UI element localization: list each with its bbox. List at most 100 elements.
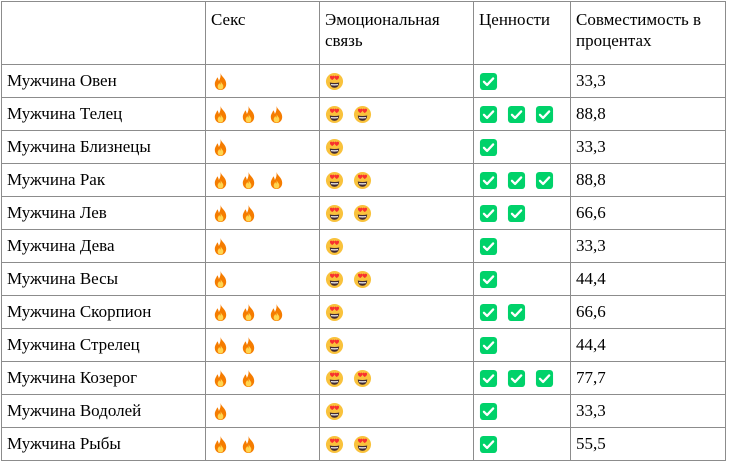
fire-icon: [211, 435, 230, 454]
fire-icon: [211, 369, 230, 388]
cell-percent: 88,8: [570, 97, 726, 131]
cell-sign-name: Мужчина Дева: [1, 229, 206, 263]
cell-sex: [205, 361, 320, 395]
table-row: Мужчина Скорпион 66,6: [1, 295, 726, 329]
heart-eyes-icon: [325, 204, 344, 223]
fire-icon: [239, 204, 258, 223]
table-row: Мужчина Дева 33,3: [1, 229, 726, 263]
cell-emo: [319, 328, 474, 362]
fire-icon: [267, 303, 286, 322]
cell-sign-name: Мужчина Рыбы: [1, 427, 206, 461]
heart-eyes-icon: [353, 105, 372, 124]
cell-val: [473, 427, 571, 461]
cell-percent: 44,4: [570, 262, 726, 296]
cell-emo: [319, 196, 474, 230]
cell-val: [473, 295, 571, 329]
cell-sign-name: Мужчина Козерог: [1, 361, 206, 395]
cell-emo: [319, 64, 474, 98]
cell-emo: [319, 394, 474, 428]
fire-icon: [239, 369, 258, 388]
heart-eyes-icon: [325, 105, 344, 124]
cell-percent: 33,3: [570, 229, 726, 263]
fire-icon: [239, 336, 258, 355]
cell-emo: [319, 130, 474, 164]
cell-emo: [319, 427, 474, 461]
cell-val: [473, 328, 571, 362]
check-mark-icon: [507, 105, 526, 124]
heart-eyes-icon: [325, 336, 344, 355]
check-mark-icon: [507, 303, 526, 322]
check-mark-icon: [479, 435, 498, 454]
table-row: Мужчина Овен 33,3: [1, 64, 726, 98]
check-mark-icon: [507, 369, 526, 388]
cell-emo: [319, 262, 474, 296]
heart-eyes-icon: [353, 171, 372, 190]
cell-sign-name: Мужчина Стрелец: [1, 328, 206, 362]
check-mark-icon: [479, 237, 498, 256]
cell-percent: 88,8: [570, 163, 726, 197]
cell-sign-name: Мужчина Лев: [1, 196, 206, 230]
table-row: Мужчина Весы 44,4: [1, 262, 726, 296]
cell-percent: 66,6: [570, 295, 726, 329]
heart-eyes-icon: [353, 369, 372, 388]
heart-eyes-icon: [325, 303, 344, 322]
cell-val: [473, 361, 571, 395]
check-mark-icon: [535, 369, 554, 388]
fire-icon: [211, 138, 230, 157]
fire-icon: [211, 402, 230, 421]
cell-sign-name: Мужчина Весы: [1, 262, 206, 296]
heart-eyes-icon: [325, 237, 344, 256]
cell-percent: 77,7: [570, 361, 726, 395]
check-mark-icon: [479, 402, 498, 421]
fire-icon: [239, 105, 258, 124]
cell-percent: 33,3: [570, 64, 726, 98]
cell-percent: 66,6: [570, 196, 726, 230]
cell-percent: 44,4: [570, 328, 726, 362]
check-mark-icon: [479, 204, 498, 223]
table-row: Мужчина Козерог 77,7: [1, 361, 726, 395]
header-row: Секс Эмоциональная связь Ценности Совмес…: [1, 1, 726, 65]
cell-sex: [205, 163, 320, 197]
table-row: Мужчина Водолей 33,3: [1, 394, 726, 428]
cell-sex: [205, 97, 320, 131]
cell-percent: 55,5: [570, 427, 726, 461]
cell-emo: [319, 163, 474, 197]
check-mark-icon: [479, 336, 498, 355]
fire-icon: [211, 303, 230, 322]
header-emotional: Эмоциональная связь: [319, 1, 474, 65]
cell-sex: [205, 427, 320, 461]
header-sex: Секс: [205, 1, 320, 65]
fire-icon: [211, 270, 230, 289]
fire-icon: [267, 105, 286, 124]
check-mark-icon: [479, 138, 498, 157]
cell-sex: [205, 295, 320, 329]
cell-percent: 33,3: [570, 394, 726, 428]
heart-eyes-icon: [353, 270, 372, 289]
cell-sex: [205, 130, 320, 164]
table-row: Мужчина Рак 88,8: [1, 163, 726, 197]
cell-sign-name: Мужчина Овен: [1, 64, 206, 98]
heart-eyes-icon: [325, 72, 344, 91]
cell-sign-name: Мужчина Рак: [1, 163, 206, 197]
heart-eyes-icon: [325, 171, 344, 190]
fire-icon: [211, 237, 230, 256]
cell-sign-name: Мужчина Близнецы: [1, 130, 206, 164]
table-row: Мужчина Рыбы 55,5: [1, 427, 726, 461]
check-mark-icon: [507, 171, 526, 190]
cell-val: [473, 394, 571, 428]
cell-emo: [319, 361, 474, 395]
fire-icon: [239, 435, 258, 454]
check-mark-icon: [479, 369, 498, 388]
cell-sex: [205, 196, 320, 230]
fire-icon: [211, 171, 230, 190]
cell-emo: [319, 229, 474, 263]
check-mark-icon: [479, 171, 498, 190]
check-mark-icon: [535, 105, 554, 124]
fire-icon: [211, 105, 230, 124]
check-mark-icon: [479, 270, 498, 289]
check-mark-icon: [479, 72, 498, 91]
table-row: Мужчина Близнецы 33,3: [1, 130, 726, 164]
fire-icon: [211, 336, 230, 355]
header-percent: Совместимость в процентах: [570, 1, 726, 65]
